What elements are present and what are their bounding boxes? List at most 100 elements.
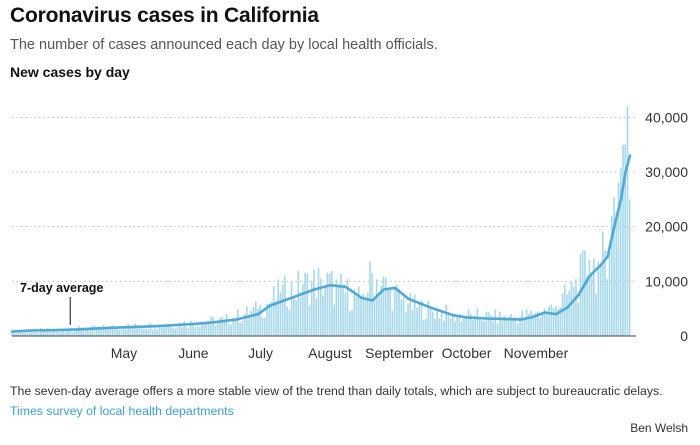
daily-bar: [610, 215, 613, 336]
source-link[interactable]: Times survey of local health departments: [10, 404, 234, 418]
daily-bar: [301, 284, 304, 336]
daily-bar: [19, 331, 22, 336]
daily-bar: [382, 276, 385, 336]
daily-bar: [252, 306, 255, 336]
daily-bar: [279, 292, 282, 336]
daily-bar: [230, 324, 232, 336]
daily-bar: [557, 308, 559, 336]
daily-bar: [239, 322, 241, 336]
daily-bar: [71, 332, 73, 336]
daily-bar: [501, 319, 503, 336]
daily-bar: [420, 300, 423, 336]
daily-bar: [151, 329, 154, 336]
daily-bar: [438, 318, 441, 336]
daily-bar: [523, 317, 526, 336]
daily-bar: [599, 264, 602, 336]
daily-bar: [95, 328, 98, 336]
daily-bar: [440, 311, 443, 336]
chart-title: Coronavirus cases in California: [10, 4, 319, 27]
daily-bar: [552, 308, 555, 336]
daily-bar: [463, 315, 465, 336]
daily-bar: [259, 305, 262, 336]
daily-bar: [575, 279, 577, 336]
daily-bar: [237, 309, 239, 336]
daily-bar: [270, 301, 273, 336]
daily-bar: [127, 324, 129, 336]
y-tick-label: 40,000: [645, 109, 688, 125]
daily-bar: [456, 316, 459, 336]
daily-bar: [566, 294, 568, 336]
daily-bar: [44, 330, 47, 336]
daily-bar: [266, 303, 268, 336]
daily-bar: [402, 297, 405, 336]
daily-bar: [288, 310, 291, 336]
daily-bar: [26, 332, 29, 336]
daily-bar: [100, 327, 103, 336]
daily-bar: [203, 322, 206, 336]
daily-bar: [492, 321, 494, 336]
daily-bar: [181, 327, 183, 336]
daily-bar: [472, 320, 474, 336]
daily-bar: [250, 310, 253, 336]
daily-bar: [422, 320, 425, 336]
daily-bar: [64, 331, 67, 336]
daily-bar: [165, 326, 168, 336]
daily-bar: [241, 320, 244, 336]
daily-bar: [360, 297, 362, 336]
daily-bar: [465, 318, 468, 336]
daily-bar: [443, 320, 445, 336]
daily-bar: [317, 268, 320, 336]
y-tick-label: 0: [680, 328, 688, 344]
daily-bar: [595, 293, 597, 336]
daily-bar: [306, 273, 309, 336]
daily-bar: [554, 305, 557, 336]
daily-bar: [532, 316, 535, 336]
daily-bar: [293, 297, 295, 336]
daily-bar: [131, 327, 134, 336]
daily-bar: [407, 303, 409, 336]
y-tick-label: 20,000: [645, 219, 688, 235]
daily-bar: [568, 290, 571, 336]
daily-bar: [590, 274, 593, 336]
daily-bar: [290, 281, 293, 336]
daily-bar: [145, 328, 147, 336]
daily-bar: [194, 327, 197, 336]
daily-bar: [176, 327, 179, 336]
x-tick-label: June: [178, 345, 209, 361]
daily-bar: [51, 329, 53, 336]
daily-bar: [577, 302, 580, 336]
daily-bar: [118, 329, 120, 336]
daily-bar: [597, 261, 600, 336]
daily-bar: [138, 328, 141, 336]
daily-bar: [346, 278, 349, 336]
daily-bar: [579, 254, 582, 336]
daily-bar: [315, 298, 318, 336]
daily-bar: [35, 329, 38, 336]
daily-bar: [436, 309, 438, 336]
daily-bars: [10, 106, 631, 337]
daily-bar: [28, 331, 31, 336]
daily-bar: [82, 330, 85, 336]
daily-bar: [169, 324, 172, 336]
daily-bar: [537, 311, 539, 336]
footnote: The seven-day average offers a more stab…: [10, 384, 663, 398]
daily-bar: [102, 324, 105, 336]
daily-bar: [310, 281, 313, 336]
daily-bar: [447, 311, 450, 336]
daily-bar: [328, 273, 331, 336]
daily-bar: [225, 313, 228, 336]
daily-bar: [543, 308, 546, 336]
daily-bar: [116, 326, 118, 336]
daily-bar: [391, 310, 394, 336]
daily-bar: [60, 328, 62, 336]
daily-bar: [344, 293, 347, 336]
daily-bar: [192, 322, 194, 336]
daily-bar: [615, 212, 618, 336]
daily-bar: [499, 311, 501, 336]
daily-bar: [431, 311, 434, 336]
x-tick-label: November: [504, 345, 569, 361]
daily-bar: [378, 296, 380, 336]
daily-bar: [534, 313, 537, 336]
daily-bar: [113, 328, 116, 336]
daily-bar: [57, 329, 60, 336]
